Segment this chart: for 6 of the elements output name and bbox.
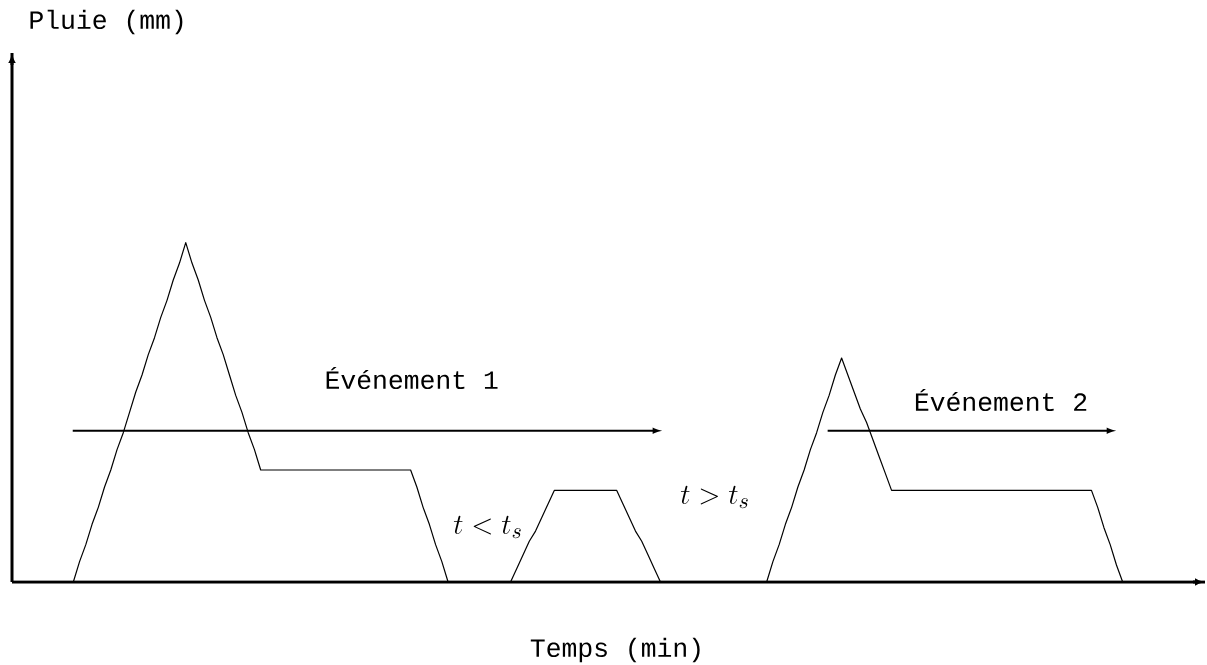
annotation: $t > t_s$ bbox=[680, 485, 748, 509]
annotation: Événement 2 bbox=[915, 388, 1087, 412]
x-axis-title: Temps (min) bbox=[530, 637, 700, 663]
annotation: Événement 1 bbox=[326, 366, 498, 390]
text: Pluie (mm) bbox=[30, 9, 183, 35]
annotation: $t < t_s$ bbox=[453, 515, 521, 539]
